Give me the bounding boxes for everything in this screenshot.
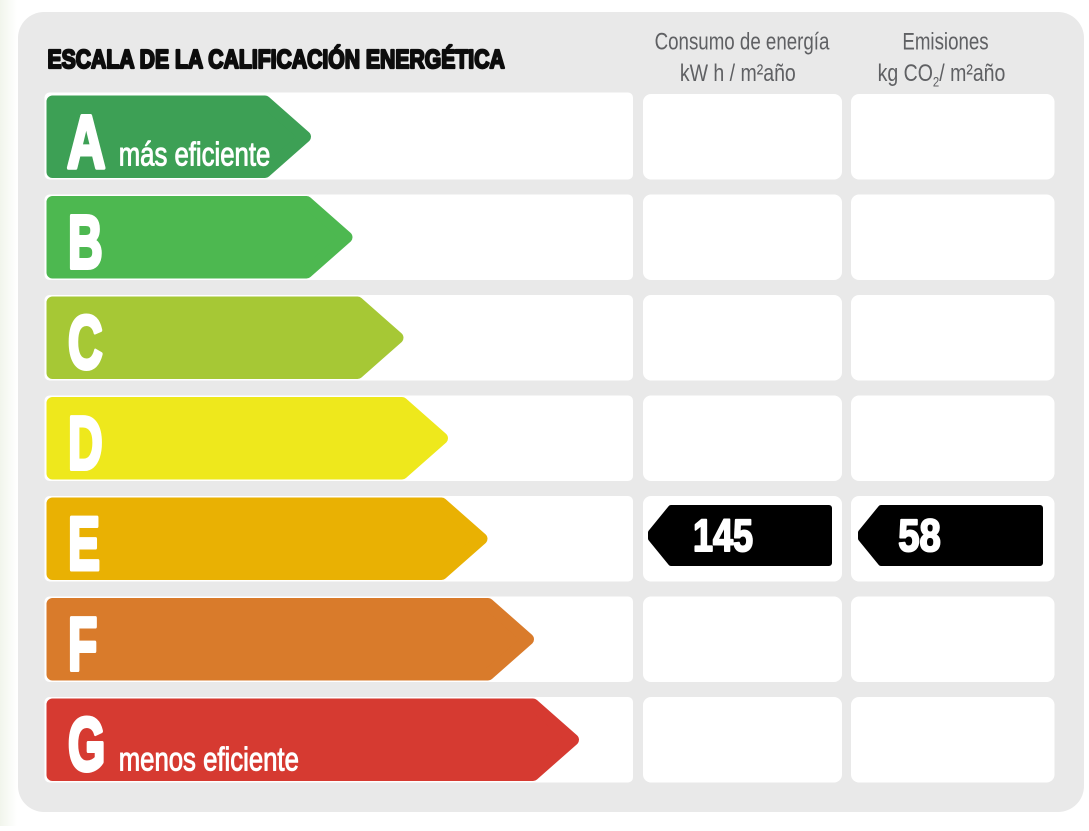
svg-text:58: 58: [898, 510, 941, 561]
svg-text:C: C: [68, 302, 103, 385]
svg-text:kW h / m²año: kW h / m²año: [680, 59, 796, 86]
svg-text:D: D: [68, 402, 103, 485]
svg-text:145: 145: [693, 510, 753, 561]
svg-text:E: E: [68, 503, 100, 586]
svg-text:ESCALA DE LA CALIFICACIÓN ENER: ESCALA DE LA CALIFICACIÓN ENERGÉTICA: [48, 44, 505, 75]
svg-text:Consumo de energía: Consumo de energía: [655, 28, 830, 55]
svg-text:kg CO2/ m²año: kg CO2/ m²año: [878, 59, 1006, 90]
svg-text:menos eficiente: menos eficiente: [119, 742, 299, 779]
svg-text:Emisiones: Emisiones: [902, 28, 988, 55]
svg-text:más eficiente: más eficiente: [119, 137, 271, 174]
svg-text:G: G: [68, 704, 105, 787]
svg-text:A: A: [67, 99, 105, 183]
svg-text:F: F: [68, 603, 97, 686]
svg-text:B: B: [68, 201, 103, 284]
